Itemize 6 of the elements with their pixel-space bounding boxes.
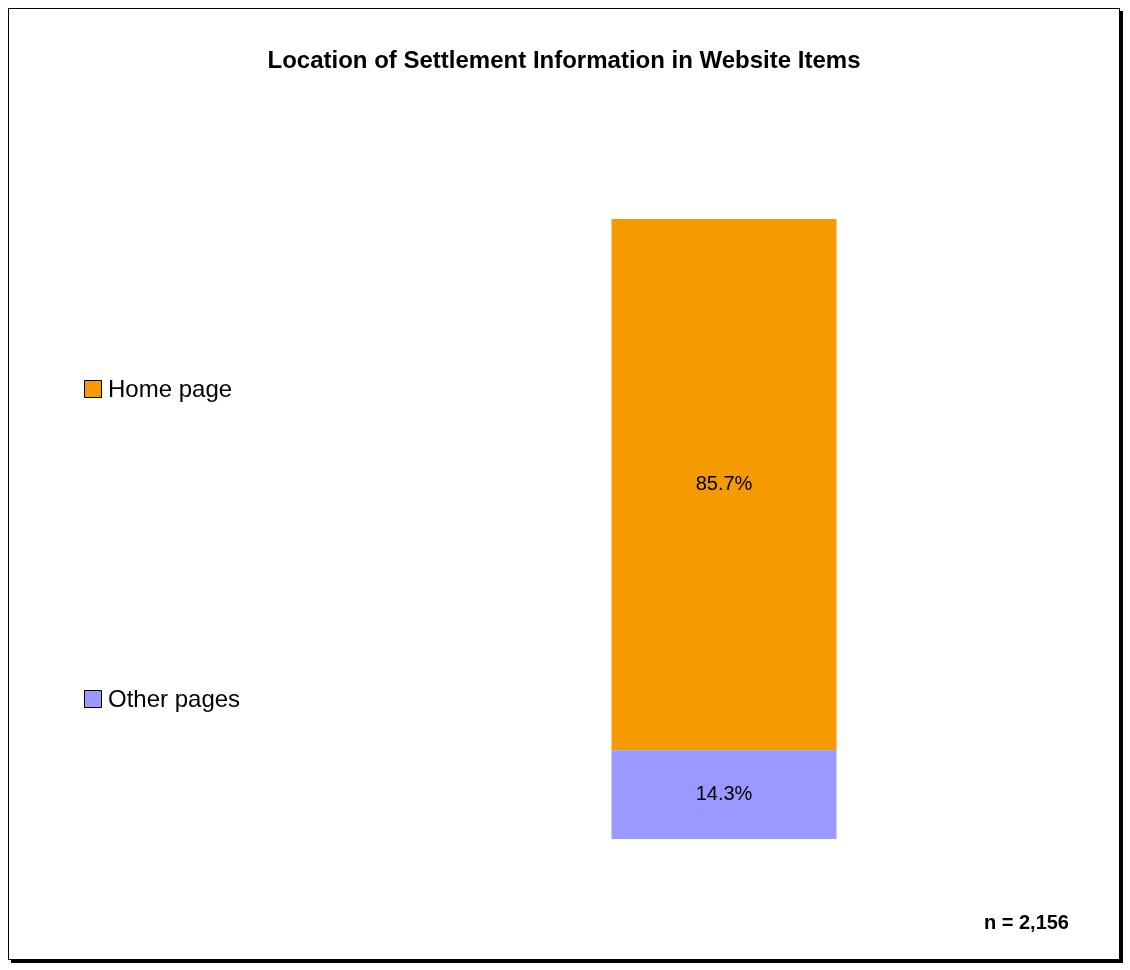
data-label: 14.3% (695, 782, 753, 805)
text: n = 2,156 (983, 911, 1069, 933)
chart-title: Location of Settlement Information in Website Items (267, 45, 861, 73)
data-label: 85.7% (695, 472, 753, 495)
legend-label: Home page (108, 374, 233, 402)
legend-label: Other pages (108, 684, 241, 712)
